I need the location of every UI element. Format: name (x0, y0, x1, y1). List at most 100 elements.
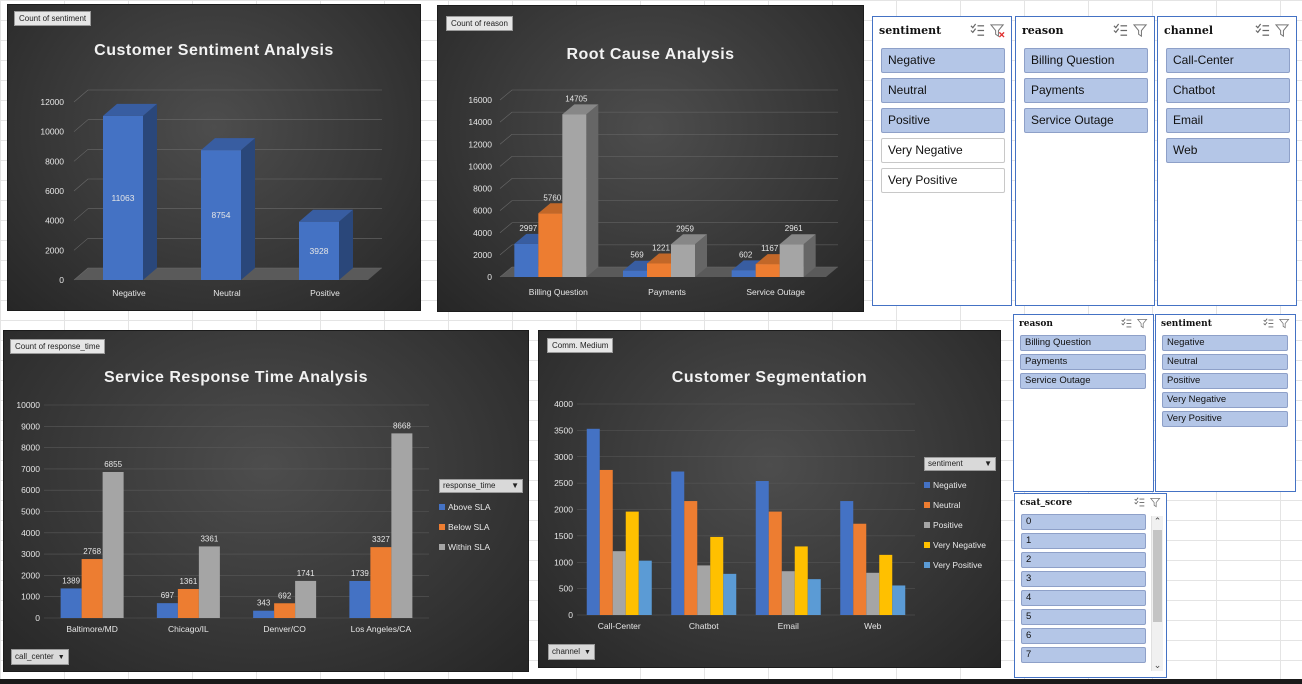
data-label: 343 (257, 599, 271, 608)
x-tick-label: Call-Center (598, 621, 641, 631)
slicer-item-4[interactable]: 4 (1021, 590, 1146, 606)
bar-below-sla (274, 603, 296, 618)
gridline (73, 119, 89, 132)
gridline (499, 244, 513, 256)
x-tick-label: Chatbot (689, 621, 719, 631)
slicer-item-payments[interactable]: Payments (1024, 78, 1148, 103)
slicer-item-web[interactable]: Web (1166, 138, 1290, 163)
legend-filter-button[interactable]: sentiment ▼ (924, 457, 996, 471)
axis-filter-call-center[interactable]: call_center ▼ (11, 649, 69, 665)
field-button-count-of-sentiment[interactable]: Count of sentiment (14, 11, 92, 26)
sentiment-chart[interactable]: 0 2000 4000 6000 8000 10000 12000 11063 Negative… (7, 4, 421, 311)
y-tick-label: 3000 (554, 452, 573, 462)
y-tick-label: 7000 (21, 464, 40, 474)
slicer-item-6[interactable]: 6 (1021, 628, 1146, 644)
slicer-scrollbar[interactable]: ⌃ ⌄ (1151, 516, 1163, 671)
slicer-item-billing-question[interactable]: Billing Question (1024, 48, 1148, 73)
clear-filter-icon[interactable] (1133, 23, 1148, 38)
multi-select-icon[interactable] (1121, 318, 1132, 329)
slicer-item-service-outage[interactable]: Service Outage (1020, 373, 1146, 389)
field-button-count-of-response-time[interactable]: Count of response_time (10, 339, 105, 354)
bar-very-negative (879, 554, 893, 615)
x-tick-label: Positive (310, 288, 340, 298)
slicer-csat-score[interactable]: csat_score 0 1 2 3 4 5 6 7 ⌃ ⌄ (1014, 493, 1167, 678)
y-tick-label: 12000 (40, 97, 64, 107)
legend-swatch (924, 482, 930, 488)
slicer-item-positive[interactable]: Positive (881, 108, 1005, 133)
gridline (499, 111, 513, 123)
slicer-item-positive[interactable]: Positive (1162, 373, 1288, 389)
slicer-item-very-positive[interactable]: Very Positive (1162, 411, 1288, 427)
x-tick-label: Negative (112, 288, 146, 298)
bar-neutral (201, 138, 255, 280)
slicer-item-very-negative[interactable]: Very Negative (1162, 392, 1288, 408)
slicer-reason-compact[interactable]: reason Billing Question Payments Service Ou… (1013, 314, 1154, 492)
slicer-item-negative[interactable]: Negative (881, 48, 1005, 73)
segmentation-chart-plot: 0 500 1000 1500 2000 2500 3000 3500 4000 Call-Cen… (554, 399, 915, 631)
bar-above-sla (253, 610, 275, 618)
multi-select-icon[interactable] (1255, 23, 1270, 38)
slicer-item-service-outage[interactable]: Service Outage (1024, 108, 1148, 133)
bar-negative (103, 103, 157, 280)
field-button-comm-medium[interactable]: Comm. Medium (547, 338, 614, 353)
slicer-item-7[interactable]: 7 (1021, 647, 1146, 663)
data-label: 2768 (83, 547, 101, 556)
multi-select-icon[interactable] (970, 23, 985, 38)
multi-select-icon[interactable] (1134, 497, 1145, 508)
segmentation-chart[interactable]: 0 500 1000 1500 2000 2500 3000 3500 4000 Call-Cen… (538, 330, 1001, 668)
slicer-item-very-positive[interactable]: Very Positive (881, 168, 1005, 193)
slicer-item-billing-question[interactable]: Billing Question (1020, 335, 1146, 351)
clear-filter-icon[interactable] (990, 23, 1005, 38)
root-cause-chart[interactable]: 0 2000 4000 6000 8000 10000 12000 14000 16000 299… (437, 5, 864, 312)
bar-front (562, 114, 587, 278)
clear-filter-icon[interactable] (1279, 318, 1290, 329)
bar-front (671, 244, 695, 277)
slicer-item-3[interactable]: 3 (1021, 571, 1146, 587)
slicer-channel[interactable]: channel Call-Center Chatbot Email Web (1157, 16, 1297, 306)
slicer-item-5[interactable]: 5 (1021, 609, 1146, 625)
y-tick-label: 10000 (468, 161, 492, 171)
y-tick-label: 10000 (40, 127, 64, 137)
slicer-item-0[interactable]: 0 (1021, 514, 1146, 530)
bar-within-sla (295, 580, 317, 618)
slicer-item-negative[interactable]: Negative (1162, 335, 1288, 351)
legend-filter-button[interactable]: response_time ▼ (439, 479, 523, 493)
legend-label: Negative (933, 480, 967, 490)
slicer-item-neutral[interactable]: Neutral (881, 78, 1005, 103)
slicer-item-email[interactable]: Email (1166, 108, 1290, 133)
scroll-down-icon[interactable]: ⌄ (1153, 660, 1162, 670)
axis-filter-channel[interactable]: channel ▼ (548, 644, 595, 660)
field-button-count-of-reason[interactable]: Count of reason (446, 16, 513, 31)
clear-filter-icon[interactable] (1137, 318, 1148, 329)
y-tick-label: 1000 (554, 557, 573, 567)
slicer-sentiment[interactable]: sentiment Negative Neutral Positive Very Neg… (872, 16, 1012, 306)
slicer-title: channel (1164, 23, 1213, 37)
clear-filter-icon[interactable] (1275, 23, 1290, 38)
scroll-up-icon[interactable]: ⌃ (1153, 516, 1162, 526)
multi-select-icon[interactable] (1263, 318, 1274, 329)
slicer-item-2[interactable]: 2 (1021, 552, 1146, 568)
bar-front (647, 263, 671, 277)
response-time-chart[interactable]: 0 1000 2000 3000 4000 5000 6000 7000 8000 9000 100… (3, 330, 529, 672)
slicer-item-call-center[interactable]: Call-Center (1166, 48, 1290, 73)
x-tick-label: Email (778, 621, 799, 631)
slicer-item-1[interactable]: 1 (1021, 533, 1146, 549)
slicer-sentiment-compact[interactable]: sentiment Negative Neutral Positive Very Neg… (1155, 314, 1296, 492)
bar-very-positive (807, 579, 821, 615)
slicer-item-neutral[interactable]: Neutral (1162, 354, 1288, 370)
scrollbar-thumb[interactable] (1153, 530, 1162, 622)
slicer-item-very-negative[interactable]: Very Negative (881, 138, 1005, 163)
slicer-reason[interactable]: reason Billing Question Payments Service Ou… (1015, 16, 1155, 306)
slicer-item-chatbot[interactable]: Chatbot (1166, 78, 1290, 103)
legend-swatch (924, 542, 930, 548)
slicer-item-payments[interactable]: Payments (1020, 354, 1146, 370)
multi-select-icon[interactable] (1113, 23, 1128, 38)
bar-positive (612, 551, 626, 615)
bar-top (201, 138, 255, 151)
legend-swatch (439, 504, 445, 510)
bar-top (779, 234, 816, 245)
clear-filter-icon[interactable] (1150, 497, 1161, 508)
y-tick-label: 6000 (473, 206, 492, 216)
bar-side (586, 104, 599, 278)
y-tick-label: 3500 (554, 425, 573, 435)
